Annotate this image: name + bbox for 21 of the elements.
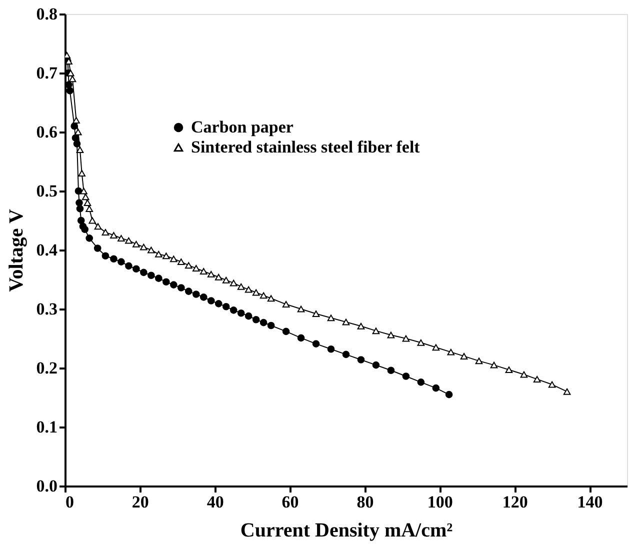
x-tick-label: 40: [206, 492, 224, 512]
x-tick-label: 60: [282, 492, 299, 512]
y-tick-label: 0.6: [36, 122, 58, 142]
y-tick-label: 0.1: [36, 418, 58, 436]
x-tick-label: 0: [66, 492, 74, 512]
y-tick-label: 0.5: [36, 182, 58, 200]
x-tick-label: 120: [502, 492, 528, 512]
x-tick-label: 80: [356, 492, 374, 512]
y-tick-label: 0.7: [36, 64, 58, 82]
x-tick-label: 100: [427, 492, 453, 512]
x-axis-title: Current Density mA/cm²: [240, 520, 453, 542]
y-tick-label: 0.0: [36, 476, 58, 496]
legend-label: Sintered stainless steel fiber felt: [191, 138, 420, 156]
legend-label: Carbon paper: [191, 118, 294, 136]
y-tick-label: 0.8: [36, 4, 58, 24]
y-tick-label: 0.3: [36, 300, 58, 318]
x-tick-label: 140: [577, 492, 603, 512]
y-axis-title: Voltage V: [5, 208, 28, 292]
x-tick-label: 20: [132, 492, 149, 512]
y-tick-label: 0.2: [36, 358, 58, 378]
y-tick-label: 0.4: [36, 240, 58, 260]
